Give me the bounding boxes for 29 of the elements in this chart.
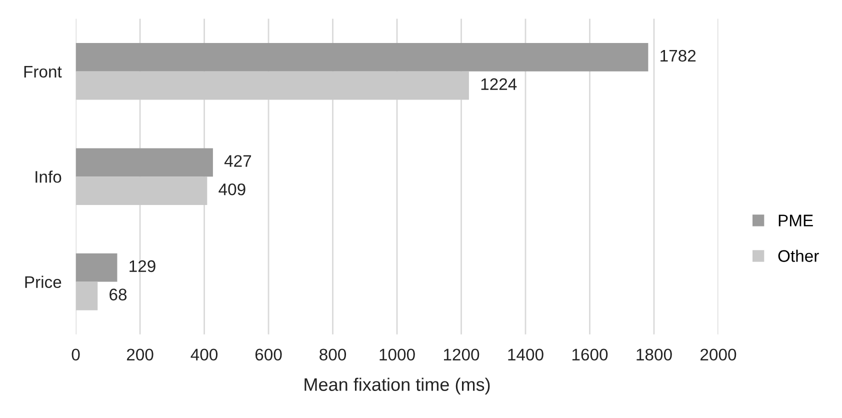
- x-tick-label: 0: [72, 348, 80, 361]
- x-axis-title: Mean fixation time (ms): [304, 378, 490, 395]
- data-label: 1782: [660, 50, 696, 62]
- data-label: 129: [130, 260, 156, 272]
- data-label: 1224: [481, 78, 517, 90]
- bar: [76, 148, 213, 177]
- bar: [76, 253, 118, 282]
- x-tick-label: 1800: [636, 348, 672, 361]
- x-tick-label: 800: [320, 348, 346, 361]
- data-label: 409: [218, 183, 246, 196]
- bar: [76, 43, 648, 72]
- legend-label: Other: [778, 250, 819, 262]
- bar: [76, 282, 98, 310]
- x-tick-label: 1400: [508, 348, 544, 361]
- y-tick-label: Front: [24, 66, 62, 78]
- x-tick-label: 1600: [572, 348, 608, 361]
- x-tick-label: 2000: [700, 348, 736, 361]
- y-tick-label: Info: [36, 170, 62, 183]
- data-label: 427: [224, 155, 252, 167]
- data-label: 68: [110, 288, 127, 300]
- x-tick-label: 400: [190, 348, 218, 361]
- x-tick-label: 1200: [444, 348, 480, 361]
- x-tick-label: 200: [126, 348, 154, 361]
- bar: [76, 71, 469, 100]
- y-tick-label: Price: [25, 276, 62, 288]
- bar: [76, 176, 208, 206]
- legend-label: PME: [778, 214, 813, 226]
- x-tick-label: 600: [255, 348, 282, 361]
- x-tick-label: 1000: [380, 348, 415, 361]
